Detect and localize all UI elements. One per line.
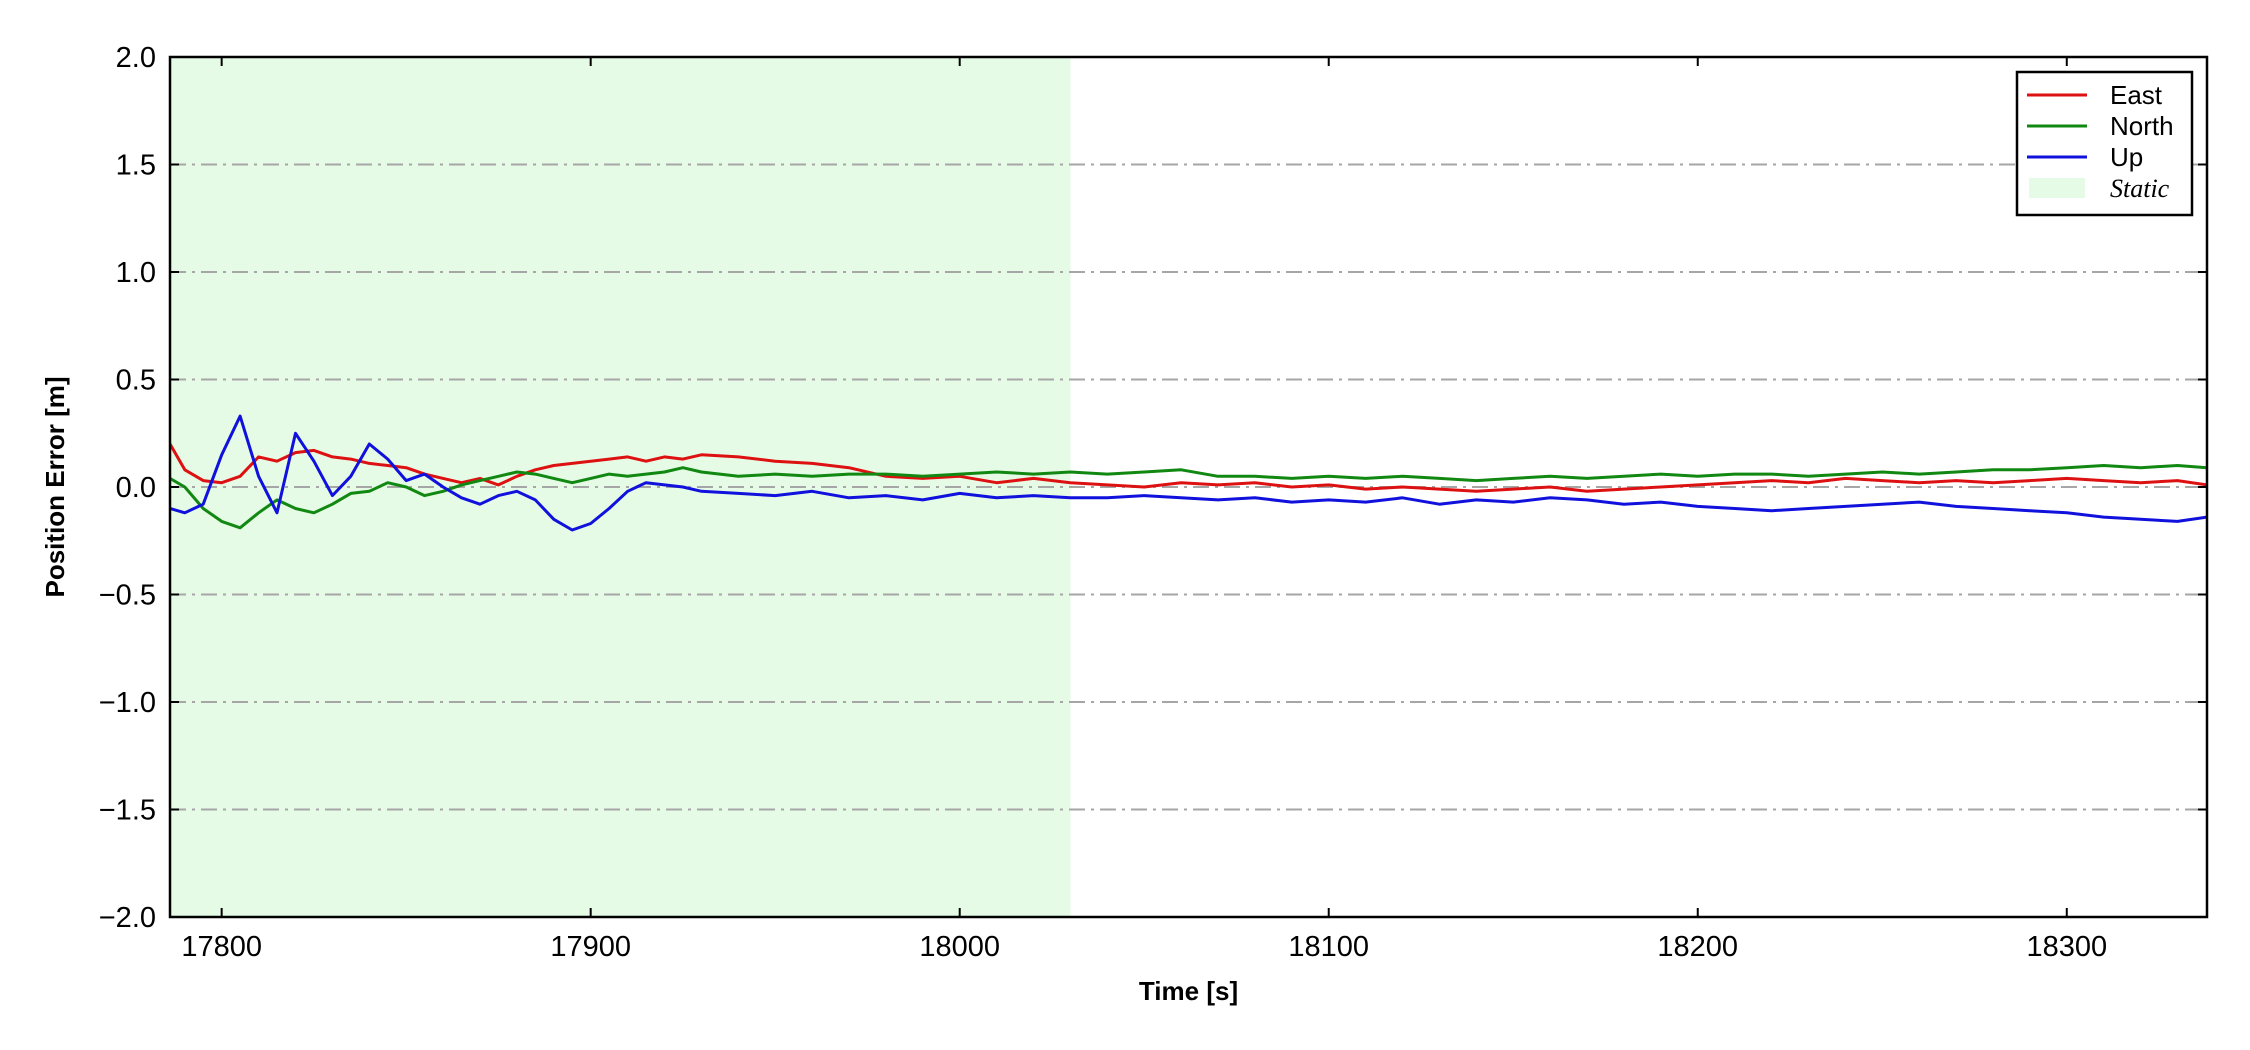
y-tick-label: 2.0 <box>116 42 156 74</box>
y-tick-label: −1.5 <box>99 795 156 827</box>
x-tick-label: 18000 <box>919 931 1000 963</box>
y-tick-label: 1.0 <box>116 257 156 289</box>
legend-static-swatch <box>2029 178 2085 198</box>
legend-up-label: Up <box>2110 142 2143 172</box>
legend: East North Up Static <box>2015 70 2194 217</box>
y-tick-label: 0.0 <box>116 472 156 504</box>
ticks: −2.0 −1.5 −1.0 −0.5 0.0 0.5 1.0 1.5 2.0 17800 1790… <box>99 42 2207 963</box>
y-tick-label: 1.5 <box>116 150 156 182</box>
x-tick-label: 17900 <box>550 931 631 963</box>
series-layer <box>170 414 2207 532</box>
x-axis-title: Time [s] <box>1139 976 1238 1006</box>
grid-lines <box>170 163 2207 811</box>
series-line-up <box>170 414 2207 532</box>
series-line-east <box>170 443 2207 493</box>
legend-static-label: Static <box>2110 174 2170 203</box>
y-tick-label: 0.5 <box>116 365 156 397</box>
legend-east-label: East <box>2110 80 2163 110</box>
y-tick-label: −2.0 <box>99 902 156 934</box>
x-tick-label: 17800 <box>181 931 262 963</box>
y-axis-title: Position Error [m] <box>40 376 70 597</box>
y-tick-label: −0.5 <box>99 580 156 612</box>
y-tick-label: −1.0 <box>99 687 156 719</box>
x-tick-label: 18200 <box>1657 931 1738 963</box>
legend-north-label: North <box>2110 111 2174 141</box>
x-tick-label: 18100 <box>1288 931 1369 963</box>
x-tick-label: 18300 <box>2026 931 2107 963</box>
series-line-north <box>170 464 2207 530</box>
